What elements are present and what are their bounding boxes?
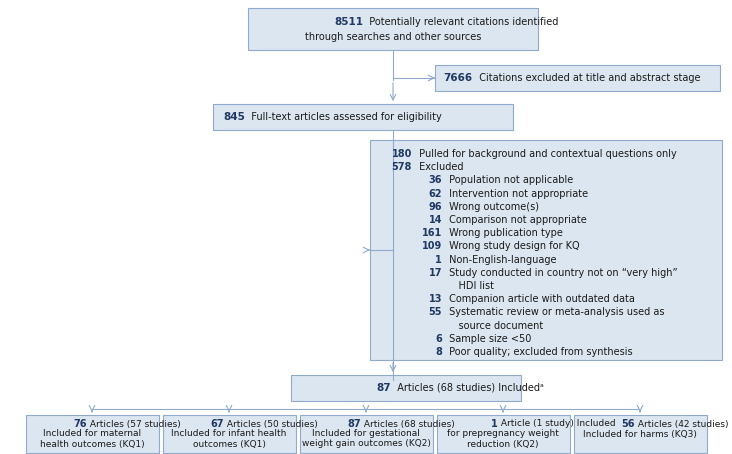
Text: Included for harms (KQ3): Included for harms (KQ3) xyxy=(583,429,697,439)
Text: Poor quality; excluded from synthesis: Poor quality; excluded from synthesis xyxy=(446,347,632,357)
Text: 67: 67 xyxy=(211,419,224,429)
Text: Study conducted in country not on “very high”: Study conducted in country not on “very … xyxy=(446,268,678,278)
Text: 17: 17 xyxy=(428,268,442,278)
Text: health outcomes (KQ1): health outcomes (KQ1) xyxy=(40,439,144,449)
Text: Articles (50 studies): Articles (50 studies) xyxy=(224,419,318,429)
Text: Wrong study design for KQ: Wrong study design for KQ xyxy=(446,242,580,252)
Text: Articles (68 studies) Includedᵃ: Articles (68 studies) Includedᵃ xyxy=(391,383,544,393)
Text: 1: 1 xyxy=(491,419,498,429)
Text: for prepregnancy weight: for prepregnancy weight xyxy=(447,429,559,439)
Text: Articles (68 studies): Articles (68 studies) xyxy=(361,419,455,429)
Text: Non-English-language: Non-English-language xyxy=(446,255,556,265)
Text: 62: 62 xyxy=(428,188,442,198)
FancyBboxPatch shape xyxy=(248,8,538,50)
Text: 14: 14 xyxy=(428,215,442,225)
FancyBboxPatch shape xyxy=(213,104,513,130)
Text: HDI list: HDI list xyxy=(446,281,494,291)
FancyBboxPatch shape xyxy=(573,415,706,453)
Text: source document: source document xyxy=(446,321,543,331)
Text: Articles (42 studies): Articles (42 studies) xyxy=(635,419,728,429)
Text: 36: 36 xyxy=(428,175,442,185)
Text: Wrong publication type: Wrong publication type xyxy=(446,228,563,238)
FancyBboxPatch shape xyxy=(370,140,722,360)
FancyBboxPatch shape xyxy=(435,65,720,91)
Text: 845: 845 xyxy=(223,112,245,122)
FancyBboxPatch shape xyxy=(26,415,159,453)
Text: 87: 87 xyxy=(348,419,361,429)
Text: Included for gestational: Included for gestational xyxy=(312,429,420,439)
Text: Systematic review or meta-analysis used as: Systematic review or meta-analysis used … xyxy=(446,307,665,317)
Text: Included for maternal: Included for maternal xyxy=(43,429,141,439)
Text: Sample size <50: Sample size <50 xyxy=(446,334,531,344)
Text: 6: 6 xyxy=(436,334,442,344)
Text: 161: 161 xyxy=(422,228,442,238)
Text: 1: 1 xyxy=(436,255,442,265)
Text: Citations excluded at title and abstract stage: Citations excluded at title and abstract… xyxy=(473,73,701,83)
FancyBboxPatch shape xyxy=(291,375,521,401)
Text: Comparison not appropriate: Comparison not appropriate xyxy=(446,215,587,225)
Text: Article (1 study) Included: Article (1 study) Included xyxy=(498,419,616,429)
Text: Potentially relevant citations identified: Potentially relevant citations identifie… xyxy=(363,17,559,27)
Text: 56: 56 xyxy=(621,419,635,429)
FancyBboxPatch shape xyxy=(299,415,433,453)
Text: 8511: 8511 xyxy=(334,17,363,27)
Text: 96: 96 xyxy=(428,202,442,212)
FancyBboxPatch shape xyxy=(163,415,296,453)
Text: 578: 578 xyxy=(392,162,412,172)
Text: Full-text articles assessed for eligibility: Full-text articles assessed for eligibil… xyxy=(245,112,441,122)
Text: Pulled for background and contextual questions only: Pulled for background and contextual que… xyxy=(416,149,677,159)
Text: Wrong outcome(s): Wrong outcome(s) xyxy=(446,202,539,212)
Text: 13: 13 xyxy=(428,294,442,304)
Text: 8: 8 xyxy=(435,347,442,357)
Text: weight gain outcomes (KQ2): weight gain outcomes (KQ2) xyxy=(302,439,430,449)
Text: outcomes (KQ1): outcomes (KQ1) xyxy=(193,439,266,449)
Text: 76: 76 xyxy=(73,419,87,429)
Text: reduction (KQ2): reduction (KQ2) xyxy=(467,439,539,449)
Text: 109: 109 xyxy=(422,242,442,252)
Text: Population not applicable: Population not applicable xyxy=(446,175,573,185)
Text: Companion article with outdated data: Companion article with outdated data xyxy=(446,294,635,304)
Text: 180: 180 xyxy=(392,149,412,159)
Text: 55: 55 xyxy=(428,307,442,317)
Text: Excluded: Excluded xyxy=(416,162,463,172)
Text: through searches and other sources: through searches and other sources xyxy=(305,32,481,42)
Text: Included for infant health: Included for infant health xyxy=(171,429,287,439)
Text: 7666: 7666 xyxy=(443,73,472,83)
FancyBboxPatch shape xyxy=(436,415,569,453)
Text: 87: 87 xyxy=(376,383,391,393)
Text: Articles (57 studies): Articles (57 studies) xyxy=(87,419,181,429)
Text: Intervention not appropriate: Intervention not appropriate xyxy=(446,188,588,198)
